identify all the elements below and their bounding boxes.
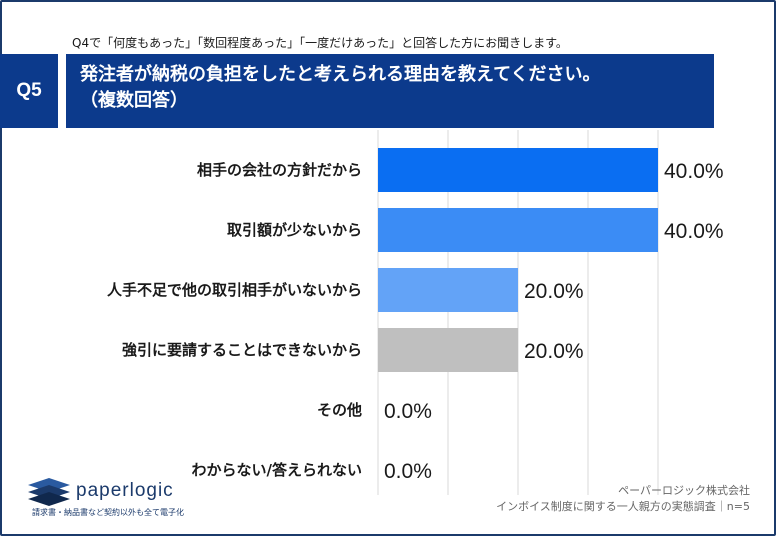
source-note: ペーパーロジック株式会社 インボイス制度に関する一人親方の実態調査｜n=5 bbox=[496, 483, 750, 515]
category-label: 取引額が少ないから bbox=[227, 221, 362, 239]
category-label: わからない/答えられない bbox=[192, 461, 362, 479]
bar-chart: 相手の会社の方針だから 40.0% 取引額が少ないから 40.0% 人手不足で他の取引相… bbox=[107, 130, 724, 495]
question-note: Q4で「何度もあった」「数回程度あった」「一度だけあった」と回答した方にお聞きし… bbox=[72, 36, 568, 50]
category-label: 相手の会社の方針だから bbox=[197, 161, 362, 179]
logo-text: paperlogic bbox=[76, 480, 174, 501]
paperlogic-logo-icon bbox=[28, 478, 70, 506]
question-title: 発注者が納税の負担をしたと考えられる理由を教えてください。 bbox=[80, 64, 601, 85]
value-label: 0.0% bbox=[384, 460, 432, 483]
source-company: ペーパーロジック株式会社 bbox=[618, 484, 750, 497]
source-survey: インボイス制度に関する一人親方の実態調査｜n=5 bbox=[496, 500, 750, 513]
value-label: 20.0% bbox=[524, 280, 584, 303]
bar bbox=[378, 328, 518, 372]
question-number-badge: Q5 bbox=[0, 54, 58, 128]
logo-tagline: 請求書・納品書など契約以外も全て電子化 bbox=[32, 508, 184, 517]
value-label: 40.0% bbox=[664, 220, 724, 243]
value-label: 0.0% bbox=[384, 400, 432, 423]
bar bbox=[378, 268, 518, 312]
question-title-box: 発注者が納税の負担をしたと考えられる理由を教えてください。 （複数回答） bbox=[66, 54, 714, 128]
bar bbox=[378, 208, 658, 252]
value-label: 40.0% bbox=[664, 160, 724, 183]
question-subtitle: （複数回答） bbox=[80, 90, 188, 111]
category-label: 人手不足で他の取引相手がいないから bbox=[107, 281, 362, 299]
category-label: 強引に要請することはできないから bbox=[122, 341, 362, 359]
category-label: その他 bbox=[317, 401, 362, 419]
bar bbox=[378, 148, 658, 192]
value-label: 20.0% bbox=[524, 340, 584, 363]
